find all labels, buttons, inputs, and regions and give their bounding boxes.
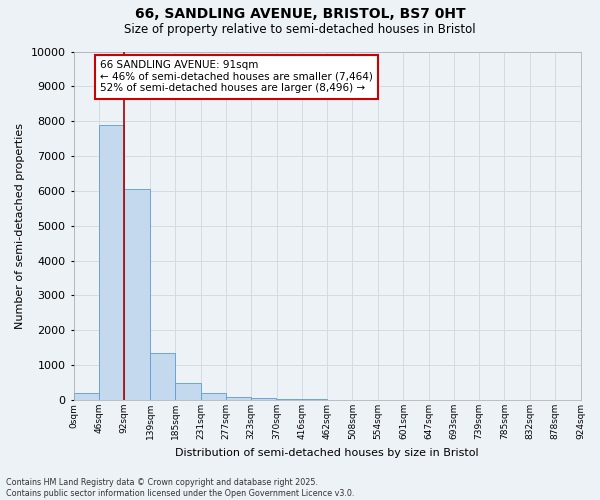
X-axis label: Distribution of semi-detached houses by size in Bristol: Distribution of semi-detached houses by … (175, 448, 479, 458)
Bar (200, 394, 226, 400)
Bar (277, 399, 302, 400)
Text: Size of property relative to semi-detached houses in Bristol: Size of property relative to semi-detach… (124, 22, 476, 36)
Bar (99, 124, 124, 400)
Bar (175, 383, 200, 400)
Y-axis label: Number of semi-detached properties: Number of semi-detached properties (15, 123, 25, 329)
Bar (251, 398, 276, 400)
Text: Contains HM Land Registry data © Crown copyright and database right 2025.
Contai: Contains HM Land Registry data © Crown c… (6, 478, 355, 498)
Bar (226, 397, 251, 400)
Bar (74, 393, 99, 400)
Text: 66, SANDLING AVENUE, BRISTOL, BS7 0HT: 66, SANDLING AVENUE, BRISTOL, BS7 0HT (134, 8, 466, 22)
Bar (124, 189, 149, 400)
Bar (150, 353, 175, 400)
Text: 66 SANDLING AVENUE: 91sqm
← 46% of semi-detached houses are smaller (7,464)
52% : 66 SANDLING AVENUE: 91sqm ← 46% of semi-… (100, 60, 373, 94)
